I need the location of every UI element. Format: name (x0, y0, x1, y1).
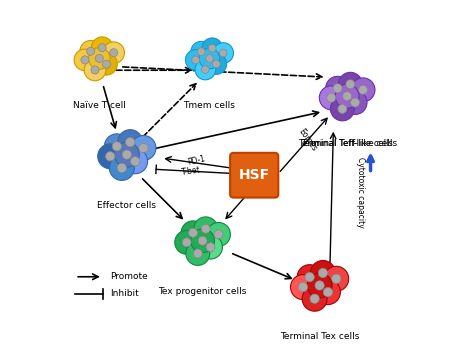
Text: Naïve T cell: Naïve T cell (73, 101, 126, 110)
Circle shape (191, 41, 211, 62)
Circle shape (195, 59, 216, 80)
Circle shape (193, 249, 202, 258)
Circle shape (209, 44, 216, 52)
Text: Terminal Teff-like cells: Terminal Teff-like cells (301, 139, 393, 148)
Circle shape (346, 80, 355, 89)
Circle shape (307, 273, 332, 298)
Text: Cytotoxic capacity: Cytotoxic capacity (356, 157, 365, 228)
Circle shape (198, 236, 207, 245)
Circle shape (212, 60, 220, 68)
Circle shape (335, 84, 359, 108)
Circle shape (98, 44, 106, 52)
Circle shape (126, 137, 135, 147)
Circle shape (199, 235, 222, 259)
Circle shape (123, 149, 147, 174)
Circle shape (87, 47, 95, 55)
Circle shape (197, 48, 205, 56)
Circle shape (118, 130, 143, 155)
Circle shape (114, 142, 139, 167)
Circle shape (112, 142, 121, 151)
Circle shape (189, 228, 198, 237)
Circle shape (297, 265, 322, 290)
Text: PD-1: PD-1 (187, 154, 206, 167)
Circle shape (109, 155, 134, 180)
Circle shape (117, 163, 127, 172)
Text: Tex progenitor cells: Tex progenitor cells (158, 287, 247, 296)
Circle shape (343, 92, 352, 101)
Circle shape (95, 54, 103, 62)
Circle shape (109, 49, 118, 57)
Circle shape (81, 56, 89, 64)
Circle shape (84, 59, 106, 81)
Circle shape (327, 93, 336, 102)
Text: Inhibit: Inhibit (109, 289, 138, 298)
Circle shape (130, 156, 140, 166)
Circle shape (98, 144, 123, 169)
Circle shape (219, 49, 227, 57)
Circle shape (104, 134, 129, 159)
Text: Terminal Teff-like cells: Terminal Teff-like cells (298, 139, 397, 148)
Circle shape (207, 222, 230, 246)
Circle shape (310, 294, 319, 303)
Circle shape (194, 217, 218, 241)
Circle shape (206, 54, 227, 74)
Text: Effector cells: Effector cells (97, 201, 156, 210)
Circle shape (310, 261, 336, 286)
Circle shape (192, 56, 200, 64)
Circle shape (351, 98, 360, 107)
Circle shape (338, 104, 347, 113)
Circle shape (202, 38, 222, 59)
Circle shape (315, 281, 324, 290)
FancyBboxPatch shape (230, 153, 278, 197)
Circle shape (201, 225, 210, 233)
Circle shape (181, 221, 205, 245)
Text: T-bet: T-bet (182, 165, 202, 177)
Circle shape (191, 229, 215, 253)
Circle shape (302, 286, 327, 311)
Circle shape (326, 76, 349, 100)
Text: Terminal Tex cells: Terminal Tex cells (280, 332, 359, 341)
Circle shape (201, 66, 209, 73)
Circle shape (213, 43, 234, 64)
Circle shape (319, 86, 343, 110)
Circle shape (91, 66, 99, 74)
Circle shape (96, 53, 117, 75)
Circle shape (323, 287, 333, 297)
Circle shape (291, 274, 316, 299)
Circle shape (316, 280, 340, 305)
Circle shape (338, 72, 362, 96)
Circle shape (206, 243, 215, 252)
Circle shape (103, 42, 125, 64)
Circle shape (332, 274, 341, 283)
Circle shape (102, 60, 110, 68)
Circle shape (175, 230, 199, 254)
Text: HSF: HSF (238, 168, 270, 182)
Circle shape (80, 41, 101, 62)
Text: Promote: Promote (109, 272, 147, 281)
Circle shape (186, 242, 210, 265)
Circle shape (131, 136, 156, 160)
Circle shape (185, 50, 206, 70)
Circle shape (106, 152, 115, 161)
Circle shape (359, 85, 367, 94)
Circle shape (351, 78, 375, 102)
Circle shape (182, 238, 191, 247)
Circle shape (330, 97, 354, 121)
Circle shape (89, 48, 110, 69)
Circle shape (139, 143, 148, 153)
Circle shape (333, 84, 342, 93)
Text: Tmem cells: Tmem cells (183, 101, 236, 110)
Circle shape (298, 282, 308, 292)
Circle shape (343, 91, 367, 115)
Text: Eomes: Eomes (297, 127, 319, 153)
Circle shape (318, 268, 328, 278)
Circle shape (122, 150, 131, 159)
Circle shape (91, 37, 113, 58)
Circle shape (305, 272, 314, 282)
Circle shape (199, 48, 220, 69)
Circle shape (214, 230, 223, 239)
Circle shape (74, 49, 96, 71)
Circle shape (324, 266, 349, 291)
Circle shape (206, 55, 213, 62)
